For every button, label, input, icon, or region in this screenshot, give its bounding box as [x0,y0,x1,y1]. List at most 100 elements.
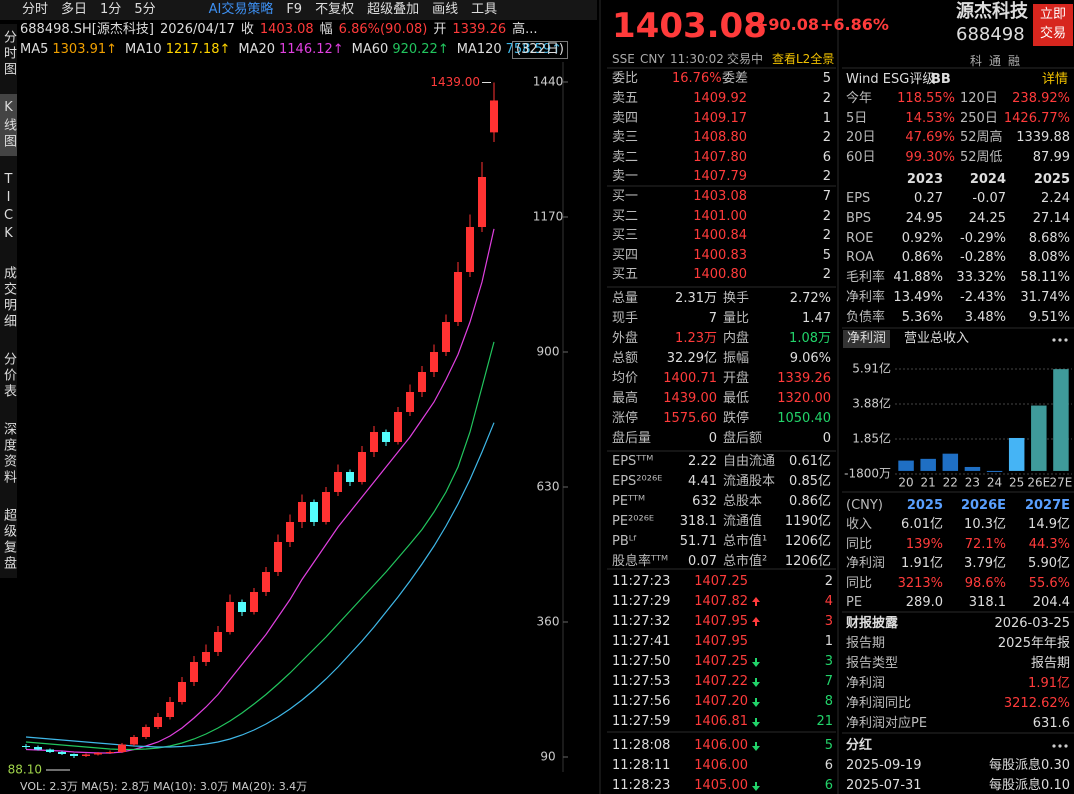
chart-tab[interactable]: 净利润 [843,330,891,348]
stat-label: 换手 [723,291,750,306]
report-label: 净利润对应PE [846,716,928,731]
stat-value: 1575.60 [663,411,717,426]
info-code: 688498.SH[源杰科技] [20,22,154,37]
forecast-value: 10.3亿 [964,517,1006,532]
tick-time: 11:27:29 [612,594,671,609]
toolbar-button[interactable]: 超级叠加 [367,2,420,17]
x-tick-label: 22 [943,476,958,490]
book-level: 卖一 [612,169,639,185]
forecast-label: 同比 [846,575,873,591]
toolbar-button[interactable]: 工具 [471,2,498,17]
tick-volume: 7 [824,674,833,689]
toolbar-button[interactable]: AI交易策略 [208,2,274,17]
side-tab[interactable]: 分时图 [1,30,16,78]
toolbar-button[interactable]: 分时 [22,2,49,17]
report-date: 2026-03-25 [994,616,1070,631]
y-tick-label: 900 [537,345,560,359]
side-tab[interactable]: TICK [1,172,16,244]
toolbar-button[interactable]: F9 [286,2,303,17]
candle-body [178,682,186,702]
tick-time: 11:27:50 [612,654,671,669]
chart-tab[interactable]: 营业总收入 [904,331,970,346]
fin-value: 31.74% [1020,290,1070,305]
ma-value: 758.59↑ [505,42,563,57]
more-icon [1052,338,1068,748]
side-tab[interactable]: 深度资料 [1,422,16,486]
forecast-value: 318.1 [968,595,1006,610]
esg-detail[interactable]: 详情 [1041,72,1068,87]
bar [942,453,959,471]
stat-value: 2.22 [688,454,717,469]
fin-label: 净利率 [846,290,886,305]
toolbar: 分时 多日 1分 5分 AI交易策略 F9 不复权 超级叠加 画线 工具 [0,0,597,20]
book-volume: 2 [822,228,831,244]
candle-body [118,744,126,752]
time: 11:30:02 [670,52,724,66]
tick-price: 1406.81 [694,714,748,729]
x-tick-label: 26E [1027,476,1050,490]
candle-body [370,432,378,452]
book-price: 1400.80 [693,267,747,283]
candle-body [490,100,498,133]
candle-body [418,372,426,392]
tick-volume: 21 [816,714,833,729]
info-high-label: 高... [512,22,538,37]
toolbar-button[interactable]: 1分 [100,2,122,17]
book-price: 1408.80 [693,130,747,146]
candle-body [322,492,330,522]
stat-label: 涨停 [612,411,639,426]
trade-button[interactable]: 立即交易 [1033,4,1073,46]
stat-value: 1050.40 [777,411,831,426]
candle-body [406,392,414,412]
return-value: 14.53% [905,110,955,126]
info-amp: 6.86%(90.08) [338,22,428,37]
return-label: 20日 [846,130,876,145]
stat-label: 外盘 [612,331,639,346]
book-price: 1407.80 [693,149,747,165]
ma-line [25,422,495,748]
toolbar-button[interactable]: 画线 [432,2,459,17]
toolbar-button[interactable]: 多日 [61,2,88,17]
tick-price: 1407.25 [694,574,748,589]
info-open: 1339.26 [452,22,507,37]
side-tab[interactable]: K线图 [0,94,17,156]
book-price: 1400.83 [693,247,747,263]
l2-link[interactable]: 查看L2全景 [772,52,835,66]
book-level: 买三 [612,228,639,244]
book-level: 卖四 [612,110,639,126]
tick-volume: 8 [824,694,833,709]
side-tab[interactable]: 分价表 [1,352,16,400]
dividend-title: 分红 [846,738,873,753]
stat-label: 股息率ᵀᵀᴹ [612,554,669,569]
candle-body [454,272,462,322]
forecast-value: 44.3% [1028,536,1070,552]
tick-price: 1407.22 [694,674,748,689]
forecast-value: 139% [905,536,943,552]
fin-header: 2025 [1033,172,1070,187]
stat-value: 318.1 [679,514,717,529]
stat-value: 0.86亿 [789,494,831,509]
bar [1031,405,1047,471]
forecast-label: 同比 [846,536,873,552]
tick-volume: 5 [824,738,833,753]
book-price: 1400.84 [693,228,747,244]
period-label[interactable]: (322日) [512,41,568,59]
candle-body [358,452,366,482]
stat-label: 流通值 [723,514,763,529]
tick-arrow [752,678,760,687]
side-tab[interactable]: 超级复盘 [1,508,16,572]
stat-value: 2.31万 [675,291,717,306]
stat-label: 内盘 [723,331,750,346]
tick-time: 11:28:23 [612,778,671,793]
stat-label: 振幅 [723,351,750,366]
forecast-label: PE [846,595,863,610]
tick-arrow [752,698,760,707]
tick-time: 11:27:56 [612,694,671,709]
last-price: 1403.08 [612,6,767,46]
side-tab[interactable]: 成交明细 [1,266,16,330]
forecast-value: 204.4 [1032,595,1070,610]
tick-volume: 4 [824,594,833,609]
toolbar-button[interactable]: 5分 [134,2,156,17]
candle-body [430,352,438,372]
toolbar-button[interactable]: 不复权 [315,2,355,17]
